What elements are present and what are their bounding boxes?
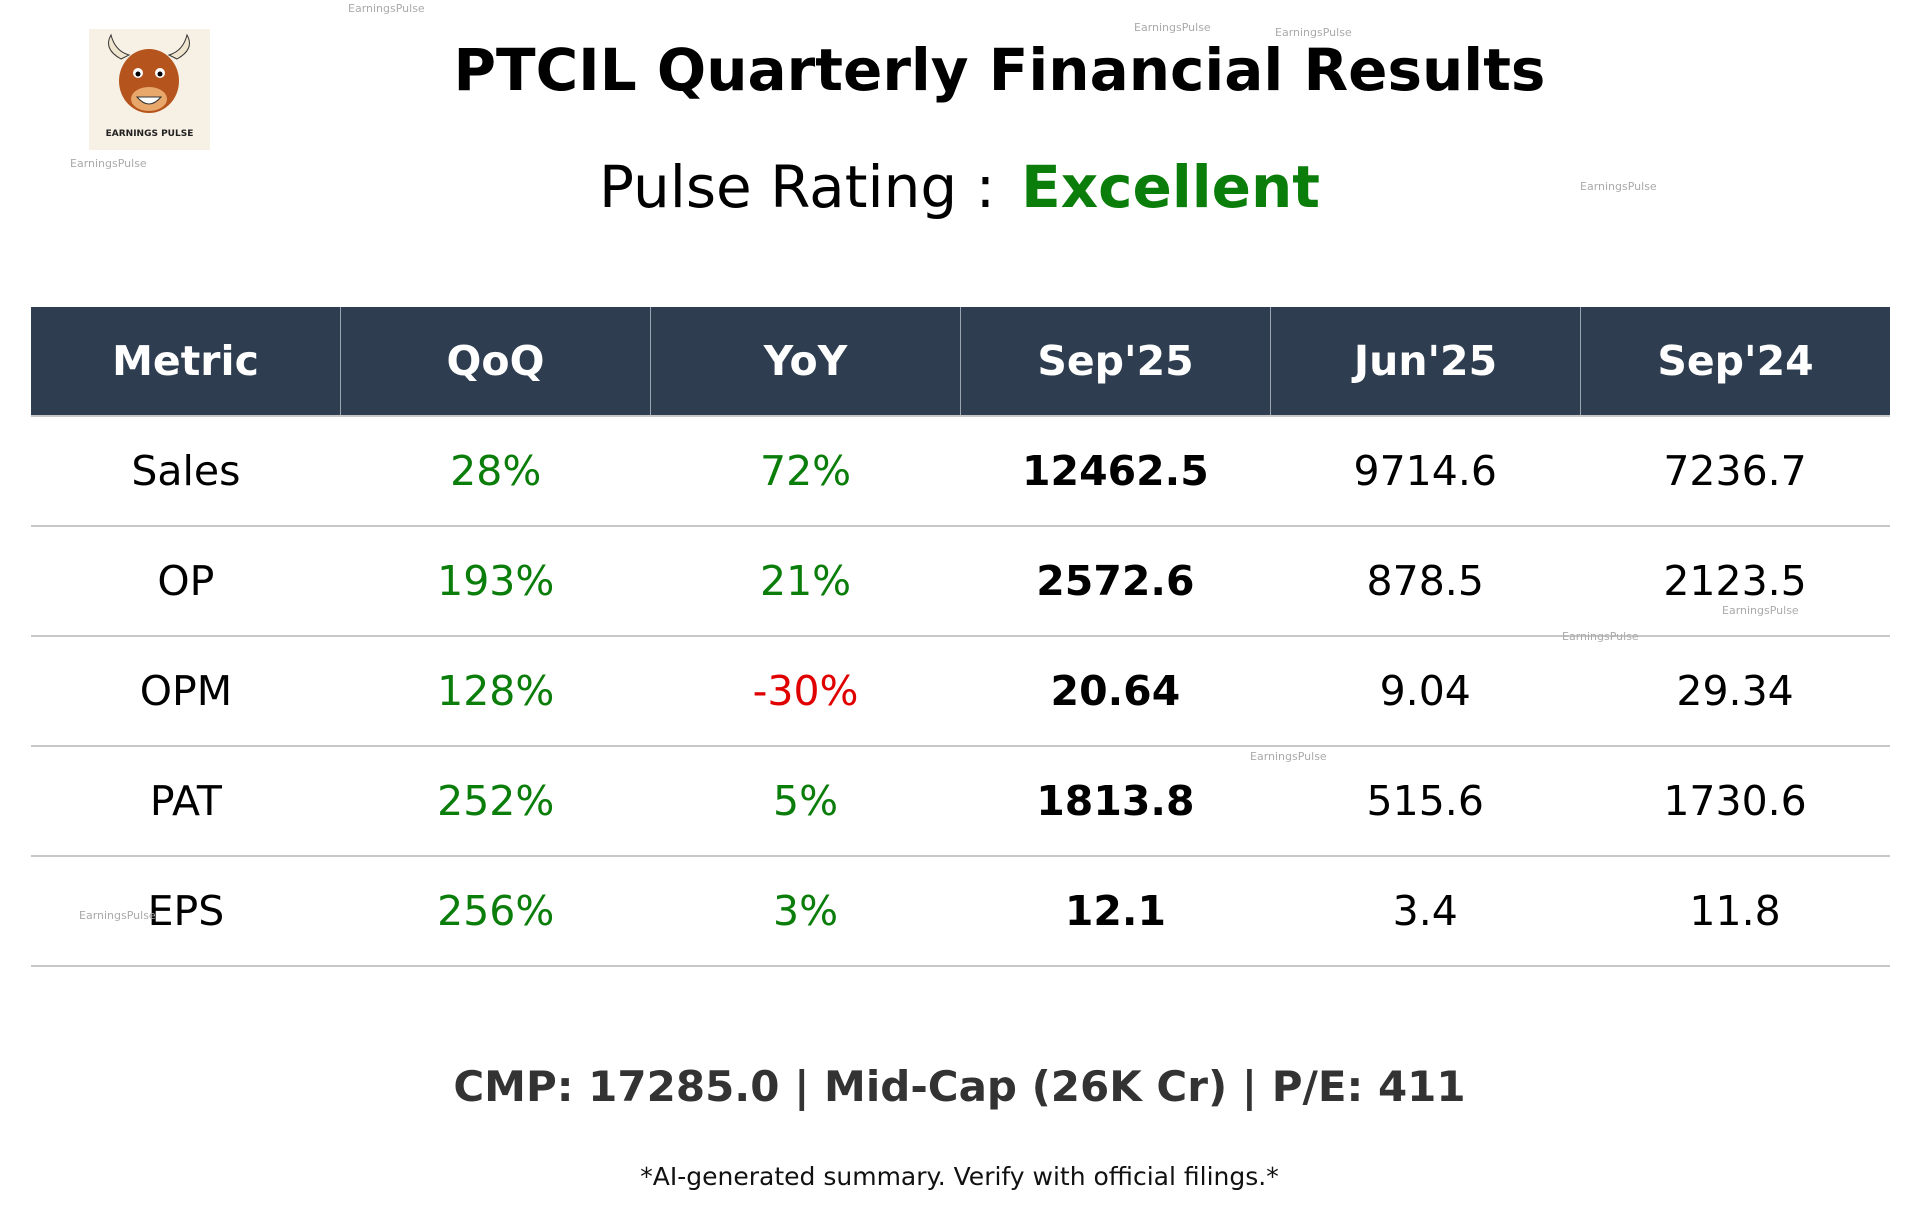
watermark: EarningsPulse <box>1250 750 1327 763</box>
table-cell: 5% <box>773 777 839 825</box>
rating-label: Pulse Rating : <box>598 153 996 221</box>
table-cell: 21% <box>760 557 852 605</box>
rating: Pulse Rating : Excellent <box>0 153 1919 221</box>
logo-text: EARNINGS PULSE <box>105 129 194 139</box>
table-cell: 515.6 <box>1366 777 1484 825</box>
table-cell: 28% <box>450 447 542 495</box>
table-cell: 12.1 <box>1064 887 1166 935</box>
table-cell: 256% <box>437 887 555 935</box>
table-cell: 12462.5 <box>1022 447 1209 495</box>
summary: CMP: 17285.0 | Mid-Cap (26K Cr) | P/E: 4… <box>453 1062 1466 1111</box>
column-header: Jun'25 <box>1271 307 1581 415</box>
watermark: EarningsPulse <box>79 909 156 922</box>
table-row: PAT 252% 5% 1813.8 515.6 1730.6 <box>31 747 1890 857</box>
table-cell: 2572.6 <box>1036 557 1195 605</box>
table-cell: 7236.7 <box>1663 447 1807 495</box>
table-cell: 878.5 <box>1366 557 1484 605</box>
title: PTCIL Quarterly Financial Results <box>453 36 1546 104</box>
watermark: EarningsPulse <box>1275 26 1352 39</box>
disclaimer: *AI-generated summary. Verify with offic… <box>640 1162 1279 1191</box>
table-row: OPM 128% -30% 20.64 9.04 29.34 <box>31 637 1890 747</box>
table-cell: 9714.6 <box>1353 447 1497 495</box>
table-cell: EPS <box>147 887 225 935</box>
table-cell: 9.04 <box>1379 667 1471 715</box>
logo: EARNINGS PULSE <box>89 29 210 150</box>
table-cell: 252% <box>437 777 555 825</box>
table-cell: 3.4 <box>1392 887 1458 935</box>
rating-value: Excellent <box>1021 153 1321 221</box>
table-cell: 20.64 <box>1050 667 1181 715</box>
results-table: Metric QoQ YoY Sep'25 Jun'25 Sep'24 Sales 28% 72… <box>31 307 1890 967</box>
table-cell: 128% <box>437 667 555 715</box>
table-cell: PAT <box>149 777 222 825</box>
header-row: Metric QoQ YoY Sep'25 Jun'25 Sep'24 <box>31 307 1890 417</box>
watermark: EarningsPulse <box>1580 180 1657 193</box>
table-cell: 193% <box>437 557 555 605</box>
table-cell: 1813.8 <box>1036 777 1195 825</box>
table-cell: Sales <box>131 447 241 495</box>
logo-icon <box>108 33 190 113</box>
column-header: Sep'25 <box>961 307 1271 415</box>
watermark: EarningsPulse <box>1722 604 1799 617</box>
column-header: YoY <box>651 307 961 415</box>
table-cell: -30% <box>752 667 859 715</box>
table-row: Sales 28% 72% 12462.5 9714.6 7236.7 <box>31 417 1890 527</box>
table-cell: OPM <box>139 667 233 715</box>
column-header: Metric <box>31 307 341 415</box>
table-cell: 2123.5 <box>1663 557 1807 605</box>
column-header: Sep'24 <box>1657 337 1814 385</box>
table-cell: OP <box>157 557 215 605</box>
column-header: QoQ <box>341 307 651 415</box>
table-cell: 1730.6 <box>1663 777 1807 825</box>
table-cell: 72% <box>760 447 852 495</box>
watermark: EarningsPulse <box>1562 630 1639 643</box>
table-row: EPS 256% 3% 12.1 3.4 11.8 <box>31 857 1890 967</box>
table-row: OP 193% 21% 2572.6 878.5 2123.5 <box>31 527 1890 637</box>
table-cell: 29.34 <box>1676 667 1794 715</box>
watermark: EarningsPulse <box>70 157 147 170</box>
watermark: EarningsPulse <box>348 2 425 15</box>
table-cell: 3% <box>773 887 839 935</box>
watermark: EarningsPulse <box>1134 21 1211 34</box>
table-cell: 11.8 <box>1689 887 1781 935</box>
